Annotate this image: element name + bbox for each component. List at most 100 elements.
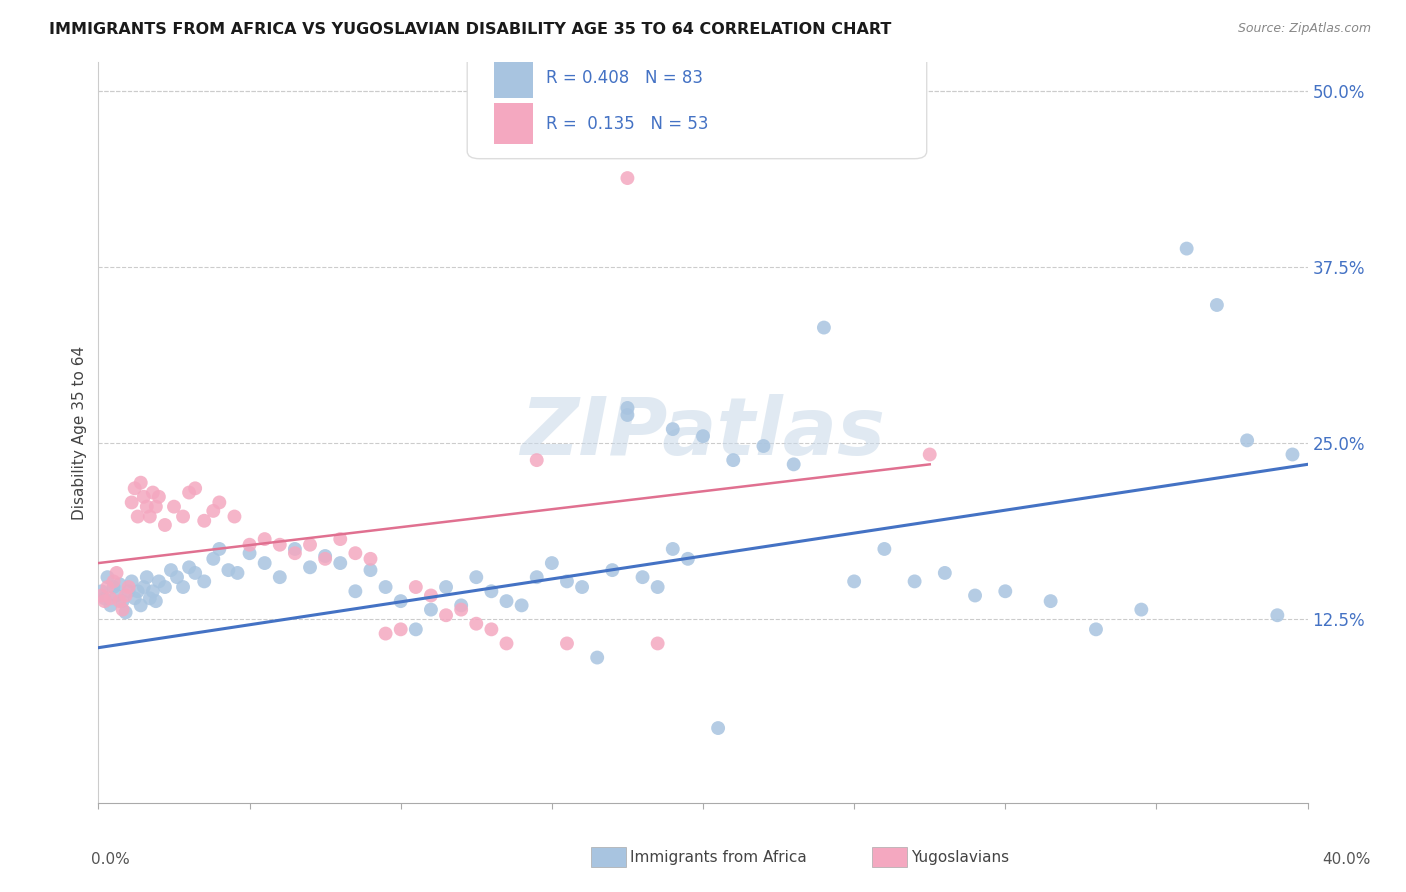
- Point: [111, 602, 134, 616]
- Point: [1236, 434, 1258, 448]
- Point: [202, 504, 225, 518]
- Text: 0.0%: 0.0%: [91, 852, 131, 867]
- Point: [495, 636, 517, 650]
- Point: [179, 485, 201, 500]
- Point: [90, 589, 112, 603]
- Point: [329, 532, 352, 546]
- Point: [616, 401, 638, 415]
- Point: [139, 591, 162, 606]
- Point: [360, 551, 382, 566]
- Point: [344, 546, 367, 560]
- Point: [374, 580, 396, 594]
- Point: [105, 566, 128, 580]
- Point: [344, 584, 367, 599]
- Point: [184, 566, 207, 580]
- Point: [405, 623, 427, 637]
- Point: [526, 453, 548, 467]
- Point: [904, 574, 927, 589]
- Point: [616, 171, 638, 186]
- Point: [434, 608, 457, 623]
- Point: [450, 599, 472, 613]
- Point: [184, 481, 207, 495]
- Point: [783, 458, 806, 472]
- Point: [114, 589, 136, 603]
- Point: [132, 580, 155, 594]
- Point: [555, 636, 578, 650]
- Point: [145, 500, 167, 514]
- Point: [284, 546, 307, 560]
- Point: [1039, 594, 1062, 608]
- Point: [723, 453, 745, 467]
- Point: [299, 538, 322, 552]
- Point: [217, 563, 239, 577]
- Point: [166, 570, 188, 584]
- Point: [873, 541, 896, 556]
- Point: [179, 560, 201, 574]
- Text: Immigrants from Africa: Immigrants from Africa: [630, 850, 807, 864]
- Point: [647, 636, 669, 650]
- Point: [1267, 608, 1289, 623]
- Point: [132, 490, 155, 504]
- Point: [647, 580, 669, 594]
- Point: [420, 589, 443, 603]
- Point: [586, 95, 609, 109]
- Point: [1281, 448, 1303, 462]
- Point: [813, 320, 835, 334]
- Point: [616, 408, 638, 422]
- Point: [661, 541, 683, 556]
- Point: [129, 599, 152, 613]
- Point: [269, 538, 291, 552]
- FancyBboxPatch shape: [467, 40, 927, 159]
- Point: [108, 577, 131, 591]
- Point: [661, 422, 683, 436]
- Point: [145, 594, 167, 608]
- Point: [631, 570, 654, 584]
- Point: [1085, 623, 1108, 637]
- Point: [114, 606, 136, 620]
- Point: [208, 541, 231, 556]
- Point: [481, 623, 503, 637]
- Point: [163, 500, 186, 514]
- Point: [118, 584, 141, 599]
- Point: [148, 490, 170, 504]
- Point: [148, 574, 170, 589]
- Point: [526, 570, 548, 584]
- Point: [111, 594, 134, 608]
- Point: [127, 509, 149, 524]
- Point: [586, 650, 609, 665]
- Point: [135, 570, 157, 584]
- Point: [314, 549, 336, 563]
- Point: [121, 574, 143, 589]
- Point: [90, 584, 112, 599]
- Point: [124, 591, 146, 606]
- Point: [142, 485, 165, 500]
- Point: [96, 570, 118, 584]
- Point: [208, 495, 231, 509]
- Point: [253, 556, 276, 570]
- Point: [465, 616, 488, 631]
- Point: [253, 532, 276, 546]
- Point: [193, 574, 215, 589]
- Point: [299, 560, 322, 574]
- Point: [93, 591, 115, 606]
- Point: [450, 602, 472, 616]
- Point: [602, 563, 624, 577]
- Point: [153, 580, 176, 594]
- Point: [160, 563, 183, 577]
- Point: [495, 594, 517, 608]
- Point: [127, 584, 149, 599]
- Text: 40.0%: 40.0%: [1323, 852, 1371, 867]
- Point: [103, 574, 125, 589]
- Point: [965, 589, 987, 603]
- Point: [510, 599, 533, 613]
- Point: [118, 580, 141, 594]
- Text: ZIPatlas: ZIPatlas: [520, 393, 886, 472]
- Point: [360, 563, 382, 577]
- Point: [314, 551, 336, 566]
- Point: [142, 584, 165, 599]
- Point: [103, 580, 125, 594]
- Text: IMMIGRANTS FROM AFRICA VS YUGOSLAVIAN DISABILITY AGE 35 TO 64 CORRELATION CHART: IMMIGRANTS FROM AFRICA VS YUGOSLAVIAN DI…: [49, 22, 891, 37]
- FancyBboxPatch shape: [494, 57, 533, 98]
- Point: [226, 566, 249, 580]
- Point: [224, 509, 246, 524]
